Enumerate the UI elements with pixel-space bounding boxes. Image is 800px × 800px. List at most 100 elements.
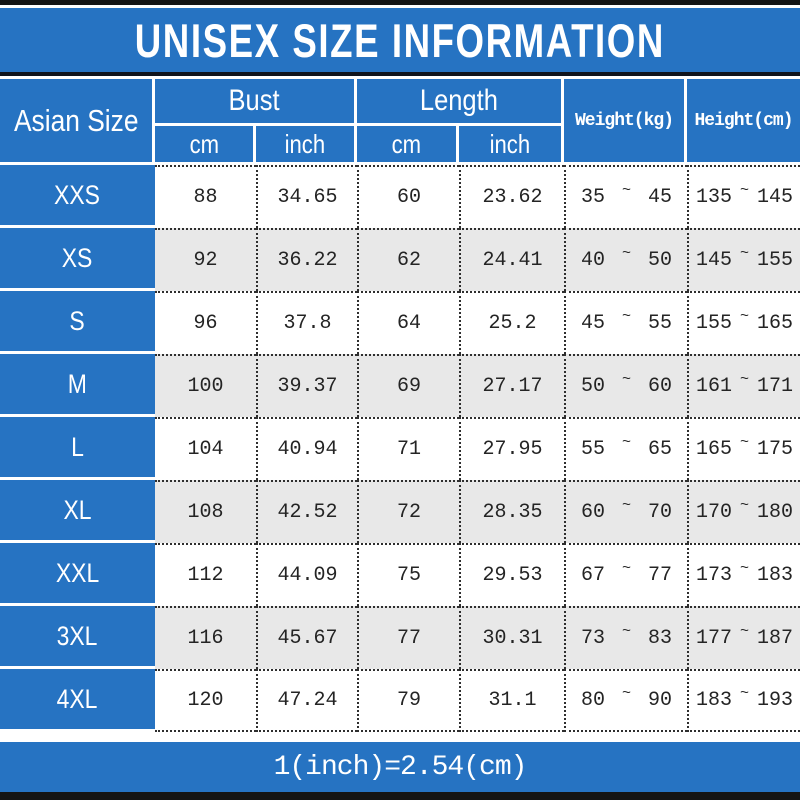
footer-gap [0,732,800,742]
tilde-mark: ~ [739,560,749,577]
length-cm-cell: 72 [357,480,459,543]
conversion-note: 1(inch)=2.54(cm) [273,751,528,783]
header-bust-inch: inch [256,126,357,162]
length-inch-cell: 28.35 [459,480,564,543]
tilde-mark: ~ [621,371,631,388]
length-cm-cell: 71 [357,417,459,480]
bust-inch-cell: 34.65 [256,165,357,228]
table-row: XXL 112 44.09 75 29.53 67 ~77 173 ~183 [0,543,800,606]
bust-cm-cell: 88 [155,165,256,228]
tilde-mark: ~ [621,308,631,325]
bust-inch-cell: 39.37 [256,354,357,417]
tilde-mark: ~ [621,245,631,262]
table-row: XXS 88 34.65 60 23.62 35 ~45 135 ~145 [0,165,800,228]
table-row: XL 108 42.52 72 28.35 60 ~70 170 ~180 [0,480,800,543]
top-white-gap [0,5,800,8]
height-range-cell: 135 ~145 [687,165,800,228]
bust-inch-cell: 42.52 [256,480,357,543]
page-title: UNISEX SIZE INFORMATION [134,13,666,67]
footer-band: 1(inch)=2.54(cm) [0,742,800,792]
size-label-cell: S [0,291,155,354]
bottom-frame-bar [0,792,800,800]
table-row: 3XL 116 45.67 77 30.31 73 ~83 177 ~187 [0,606,800,669]
table-row: L 104 40.94 71 27.95 55 ~65 165 ~175 [0,417,800,480]
title-divider-dark [0,72,800,76]
weight-range-cell: 60 ~70 [564,480,687,543]
length-cm-cell: 77 [357,606,459,669]
header-bust-group: Bust [155,79,357,126]
height-range-cell: 170 ~180 [687,480,800,543]
length-inch-cell: 30.31 [459,606,564,669]
bust-cm-cell: 104 [155,417,256,480]
length-cm-cell: 69 [357,354,459,417]
bust-cm-cell: 100 [155,354,256,417]
height-range-cell: 161 ~171 [687,354,800,417]
length-cm-cell: 75 [357,543,459,606]
length-inch-cell: 31.1 [459,669,564,732]
length-inch-cell: 23.62 [459,165,564,228]
tilde-mark: ~ [621,434,631,451]
table-row: 4XL 120 47.24 79 31.1 80 ~90 183 ~193 [0,669,800,732]
height-range-cell: 177 ~187 [687,606,800,669]
header-body-gap [0,162,800,165]
bust-inch-cell: 40.94 [256,417,357,480]
height-range-cell: 183 ~193 [687,669,800,732]
weight-range-cell: 40 ~50 [564,228,687,291]
height-range-cell: 165 ~175 [687,417,800,480]
bust-cm-cell: 116 [155,606,256,669]
length-inch-cell: 25.2 [459,291,564,354]
tilde-mark: ~ [739,434,749,451]
weight-range-cell: 35 ~45 [564,165,687,228]
bust-inch-cell: 36.22 [256,228,357,291]
length-inch-cell: 27.95 [459,417,564,480]
size-label-cell: 3XL [0,606,155,669]
bust-inch-cell: 45.67 [256,606,357,669]
tilde-mark: ~ [739,623,749,640]
table-row: XS 92 36.22 62 24.41 40 ~50 145 ~155 [0,228,800,291]
tilde-mark: ~ [621,182,631,199]
length-inch-cell: 24.41 [459,228,564,291]
header-length-inch: inch [459,126,564,162]
size-label-cell: 4XL [0,669,155,732]
length-cm-cell: 62 [357,228,459,291]
size-table-body: XXS 88 34.65 60 23.62 35 ~45 135 ~145 XS 92 36.22 62… [0,165,800,732]
weight-range-cell: 80 ~90 [564,669,687,732]
size-label-cell: XXL [0,543,155,606]
size-label-cell: XXS [0,165,155,228]
size-label-cell: M [0,354,155,417]
bust-cm-cell: 112 [155,543,256,606]
tilde-mark: ~ [621,560,631,577]
header-weight: Weight(kg) [564,79,687,162]
title-divider-light [0,76,800,79]
weight-range-cell: 50 ~60 [564,354,687,417]
tilde-mark: ~ [621,623,631,640]
bust-inch-cell: 47.24 [256,669,357,732]
bust-inch-cell: 44.09 [256,543,357,606]
bust-cm-cell: 108 [155,480,256,543]
title-band: UNISEX SIZE INFORMATION [0,8,800,72]
header-height: Height(cm) [687,79,800,162]
bust-cm-cell: 96 [155,291,256,354]
height-range-cell: 155 ~165 [687,291,800,354]
tilde-mark: ~ [621,497,631,514]
length-cm-cell: 79 [357,669,459,732]
size-label-cell: XL [0,480,155,543]
height-range-cell: 173 ~183 [687,543,800,606]
bust-inch-cell: 37.8 [256,291,357,354]
tilde-mark: ~ [739,685,749,702]
bust-cm-cell: 120 [155,669,256,732]
bust-cm-cell: 92 [155,228,256,291]
tilde-mark: ~ [739,308,749,325]
length-inch-cell: 27.17 [459,354,564,417]
header-bust-cm: cm [155,126,256,162]
table-row: S 96 37.8 64 25.2 45 ~55 155 ~165 [0,291,800,354]
tilde-mark: ~ [739,182,749,199]
weight-range-cell: 67 ~77 [564,543,687,606]
header-asian-size: Asian Size [0,79,155,162]
size-label-cell: XS [0,228,155,291]
tilde-mark: ~ [739,497,749,514]
tilde-mark: ~ [621,685,631,702]
weight-range-cell: 73 ~83 [564,606,687,669]
tilde-mark: ~ [739,245,749,262]
